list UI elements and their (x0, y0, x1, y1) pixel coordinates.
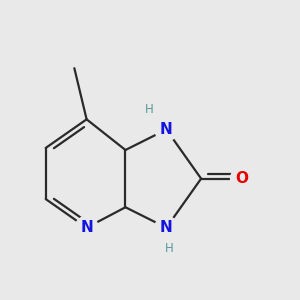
Circle shape (75, 216, 98, 239)
Circle shape (155, 216, 178, 239)
Text: N: N (160, 122, 173, 137)
Text: N: N (160, 220, 173, 235)
Text: O: O (236, 171, 248, 186)
Text: N: N (80, 220, 93, 235)
Text: H: H (145, 103, 154, 116)
Circle shape (231, 167, 254, 190)
Circle shape (155, 118, 178, 141)
Text: H: H (165, 242, 174, 256)
